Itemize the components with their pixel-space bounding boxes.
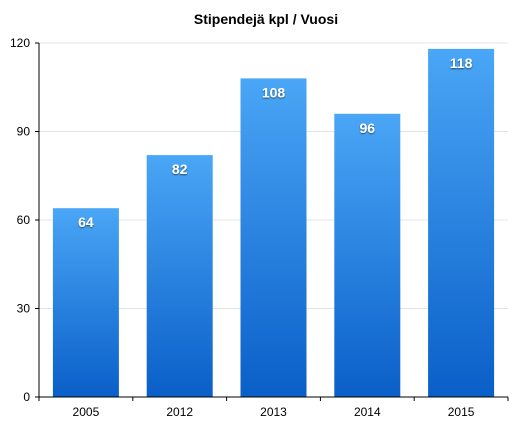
x-tick-label: 2014 — [354, 405, 381, 419]
bars — [52, 48, 495, 398]
data-label: 82 — [172, 161, 188, 177]
bar-2015 — [428, 48, 495, 398]
y-tick-label: 120 — [10, 36, 30, 50]
x-tick-label: 2005 — [73, 405, 100, 419]
x-tick-label: 2015 — [448, 405, 475, 419]
x-tick-label: 2012 — [166, 405, 193, 419]
bar-2012 — [146, 155, 213, 397]
data-labels: 64 82 108 96 118 — [78, 55, 472, 230]
y-tick-label: 60 — [17, 213, 31, 227]
bar-2005 — [52, 208, 119, 397]
axes — [35, 42, 509, 401]
bar-2013 — [240, 78, 307, 398]
data-label: 96 — [360, 120, 376, 136]
data-label: 64 — [78, 214, 94, 230]
x-axis-ticks: 2005 2012 2013 2014 2015 — [73, 405, 475, 419]
chart-title: Stipendejä kpl / Vuosi — [194, 11, 338, 27]
y-axis-ticks: 0 30 60 90 120 — [10, 36, 30, 404]
x-tick-label: 2013 — [260, 405, 287, 419]
data-label: 108 — [262, 84, 286, 100]
y-tick-label: 0 — [23, 390, 30, 404]
y-tick-label: 30 — [17, 302, 31, 316]
data-label: 118 — [450, 55, 473, 71]
y-tick-label: 90 — [17, 125, 31, 139]
bar-2014 — [334, 113, 401, 398]
